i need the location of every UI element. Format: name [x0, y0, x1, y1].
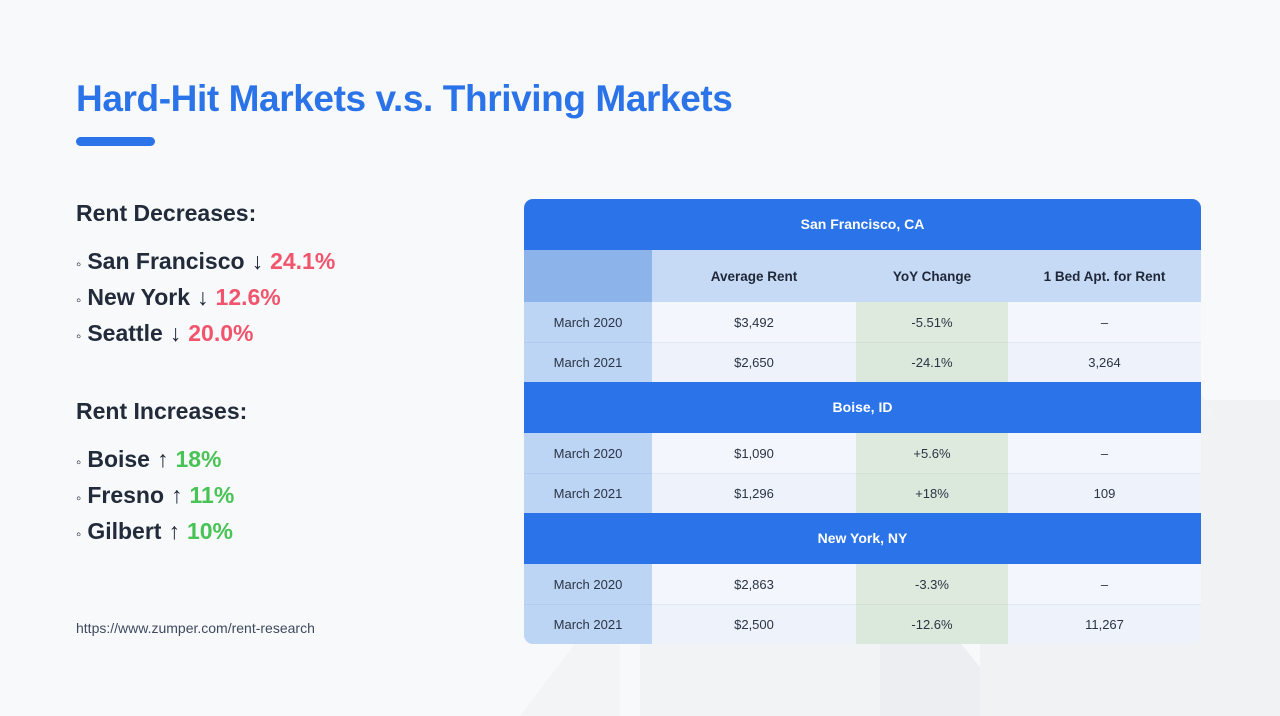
cell-1-bed-apt: 11,267 — [1008, 604, 1201, 644]
list-item: ◦ New York ↓ 12.6% — [76, 281, 476, 317]
list-item: ◦ Fresno ↑ 11% — [76, 479, 476, 515]
bullet-icon: ◦ — [76, 256, 82, 273]
table-row: March 2021 $1,296 +18% 109 — [524, 473, 1201, 513]
cell-average-rent: $1,090 — [652, 433, 856, 473]
market-percent: 12.6% — [215, 284, 281, 310]
cell-yoy-change: -3.3% — [856, 564, 1008, 604]
page-title: Hard-Hit Markets v.s. Thriving Markets — [76, 78, 733, 119]
column-header-average-rent: Average Rent — [652, 250, 856, 302]
row-label: March 2021 — [524, 342, 652, 382]
column-header-blank — [524, 250, 652, 302]
rent-comparison-table: San Francisco, CA Average Rent YoY Chang… — [524, 199, 1201, 644]
market-percent: 20.0% — [188, 320, 254, 346]
list-item: ◦ Seattle ↓ 20.0% — [76, 317, 476, 353]
cell-1-bed-apt: – — [1008, 302, 1201, 342]
list-item: ◦ Gilbert ↑ 10% — [76, 515, 476, 551]
column-header-yoy-change: YoY Change — [856, 250, 1008, 302]
table-row: March 2021 $2,500 -12.6% 11,267 — [524, 604, 1201, 644]
bullet-icon: ◦ — [76, 292, 82, 309]
bullet-icon: ◦ — [76, 454, 82, 471]
market-name: Gilbert — [87, 518, 162, 544]
bullet-icon: ◦ — [76, 490, 82, 507]
arrow-down-icon: ↓ — [251, 248, 264, 274]
row-label: March 2020 — [524, 433, 652, 473]
row-label: March 2020 — [524, 564, 652, 604]
market-percent: 24.1% — [270, 248, 336, 274]
market-name: Seattle — [87, 320, 163, 346]
rent-decreases-section: Rent Decreases: ◦ San Francisco ↓ 24.1% … — [76, 200, 476, 353]
rent-decreases-list: ◦ San Francisco ↓ 24.1% ◦ New York ↓ 12.… — [76, 245, 476, 353]
list-item: ◦ Boise ↑ 18% — [76, 443, 476, 479]
cell-1-bed-apt: – — [1008, 433, 1201, 473]
arrow-down-icon: ↓ — [197, 284, 209, 310]
arrow-down-icon: ↓ — [169, 320, 182, 346]
cell-average-rent: $3,492 — [652, 302, 856, 342]
cell-1-bed-apt: 109 — [1008, 473, 1201, 513]
cell-yoy-change: +18% — [856, 473, 1008, 513]
city-banner-boise: Boise, ID — [524, 382, 1201, 433]
market-name: San Francisco — [87, 248, 245, 274]
row-label: March 2020 — [524, 302, 652, 342]
arrow-up-icon: ↑ — [171, 482, 183, 508]
cell-yoy-change: -5.51% — [856, 302, 1008, 342]
rent-increases-heading: Rent Increases: — [76, 398, 248, 424]
title-underline-bar — [76, 137, 155, 146]
arrow-up-icon: ↑ — [168, 518, 180, 544]
table-row: March 2020 $3,492 -5.51% – — [524, 302, 1201, 342]
rent-increases-list: ◦ Boise ↑ 18% ◦ Fresno ↑ 11% ◦ Gilbert ↑… — [76, 443, 476, 551]
market-name: New York — [87, 284, 191, 310]
rent-increases-section: Rent Increases: ◦ Boise ↑ 18% ◦ Fresno ↑… — [76, 398, 476, 551]
market-name: Boise — [87, 446, 150, 472]
source-url-link[interactable]: https://www.zumper.com/rent-research — [76, 620, 315, 636]
table-row: March 2020 $1,090 +5.6% – — [524, 433, 1201, 473]
title-block: Hard-Hit Markets v.s. Thriving Markets — [76, 78, 733, 146]
row-label: March 2021 — [524, 473, 652, 513]
list-item: ◦ San Francisco ↓ 24.1% — [76, 245, 476, 281]
city-banner-san-francisco: San Francisco, CA — [524, 199, 1201, 250]
market-percent: 18% — [175, 446, 222, 472]
market-percent: 10% — [186, 518, 233, 544]
cell-yoy-change: -24.1% — [856, 342, 1008, 382]
row-label: March 2021 — [524, 604, 652, 644]
table-column-header-row: Average Rent YoY Change 1 Bed Apt. for R… — [524, 250, 1201, 302]
market-name: Fresno — [87, 482, 165, 508]
cell-average-rent: $2,650 — [652, 342, 856, 382]
left-column: Rent Decreases: ◦ San Francisco ↓ 24.1% … — [76, 200, 476, 551]
city-banner-new-york: New York, NY — [524, 513, 1201, 564]
table-row: March 2021 $2,650 -24.1% 3,264 — [524, 342, 1201, 382]
cell-yoy-change: -12.6% — [856, 604, 1008, 644]
rent-decreases-heading: Rent Decreases: — [76, 200, 257, 226]
cell-average-rent: $2,863 — [652, 564, 856, 604]
bullet-icon: ◦ — [76, 526, 82, 543]
cell-yoy-change: +5.6% — [856, 433, 1008, 473]
cell-1-bed-apt: – — [1008, 564, 1201, 604]
bullet-icon: ◦ — [76, 328, 82, 345]
column-header-1-bed-apt: 1 Bed Apt. for Rent — [1008, 250, 1201, 302]
arrow-up-icon: ↑ — [156, 446, 169, 472]
market-percent: 11% — [189, 482, 235, 508]
cell-average-rent: $1,296 — [652, 473, 856, 513]
cell-1-bed-apt: 3,264 — [1008, 342, 1201, 382]
table-row: March 2020 $2,863 -3.3% – — [524, 564, 1201, 604]
cell-average-rent: $2,500 — [652, 604, 856, 644]
